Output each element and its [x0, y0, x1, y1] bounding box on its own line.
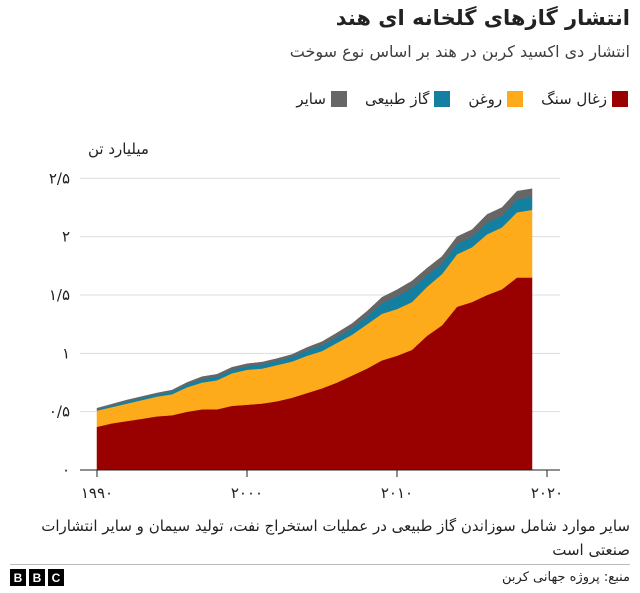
legend-item-other: سایر — [296, 90, 347, 108]
y-axis-label: میلیارد تن — [88, 140, 149, 158]
x-tick-label: ۲۰۱۰ — [381, 484, 413, 502]
y-tick-label: ۱ — [62, 344, 70, 362]
x-tick-label: ۱۹۹۰ — [81, 484, 113, 502]
legend-label: زغال سنگ — [541, 90, 607, 108]
area-series — [96, 188, 533, 471]
chart-subtitle: انتشار دی اکسید کربن در هند بر اساس نوع … — [289, 42, 630, 61]
source-credit: منبع: پروژه جهانی کربن — [502, 570, 630, 585]
axes: ۰ ۰/۵ ۱ ۱/۵ ۲ ۲/۵ ۱۹۹۰ ۲۰۰۰ ۲۰۱۰ ۲۰۲۰ — [49, 169, 563, 502]
bbc-logo-letter: C — [48, 569, 64, 586]
legend-swatch — [507, 91, 524, 107]
legend: زغال سنگ روغن گاز طبیعی سایر — [296, 90, 628, 108]
legend-label: گاز طبیعی — [364, 90, 430, 108]
footer-divider — [10, 564, 630, 565]
y-tick-label: ۲/۵ — [49, 169, 70, 187]
legend-label: سایر — [296, 90, 326, 108]
chart-title: انتشار گازهای گلخانه ای هند — [335, 6, 630, 30]
legend-swatch — [612, 91, 628, 107]
bbc-logo: B B C — [10, 569, 64, 586]
y-tick-label: ۰ — [62, 461, 70, 479]
legend-swatch — [434, 91, 451, 107]
stacked-area-chart: ۰ ۰/۵ ۱ ۱/۵ ۲ ۲/۵ ۱۹۹۰ ۲۰۰۰ ۲۰۱۰ ۲۰۲۰ میلیارد تن — [49, 140, 563, 502]
legend-item-oil: روغن — [468, 90, 524, 108]
legend-item-gas: گاز طبیعی — [364, 90, 451, 108]
legend-label: روغن — [468, 90, 503, 108]
y-tick-label: ۰/۵ — [49, 403, 70, 421]
x-tick-label: ۲۰۰۰ — [231, 484, 263, 502]
y-tick-label: ۲ — [62, 228, 70, 246]
legend-swatch — [330, 91, 347, 107]
bbc-logo-letter: B — [10, 569, 26, 586]
area-other — [96, 188, 533, 410]
bbc-logo-letter: B — [29, 569, 45, 586]
footnote: سایر موارد شامل سوزاندن گاز طبیعی در عمل… — [41, 517, 630, 559]
x-tick-label: ۲۰۲۰ — [531, 484, 563, 502]
y-tick-label: ۱/۵ — [49, 286, 70, 304]
legend-item-coal: زغال سنگ — [541, 90, 628, 108]
